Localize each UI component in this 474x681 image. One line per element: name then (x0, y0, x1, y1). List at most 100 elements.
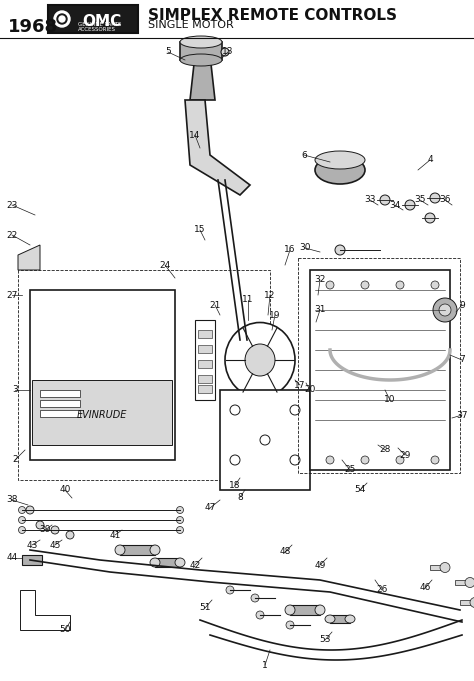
Bar (460, 600, 474, 605)
Text: 30: 30 (299, 244, 311, 253)
Text: 23: 23 (6, 200, 18, 210)
Circle shape (226, 586, 234, 594)
Circle shape (361, 456, 369, 464)
Circle shape (439, 304, 451, 316)
Ellipse shape (345, 615, 355, 623)
Bar (40, 390, 80, 397)
Circle shape (335, 245, 345, 255)
Ellipse shape (285, 605, 295, 615)
Bar (430, 565, 445, 570)
Text: 46: 46 (419, 584, 431, 592)
Circle shape (176, 507, 183, 513)
Bar (155, 558, 180, 567)
Text: 1968: 1968 (8, 18, 58, 36)
Circle shape (440, 563, 450, 573)
Bar (180, 42, 222, 60)
Circle shape (66, 531, 74, 539)
Bar (298, 258, 460, 473)
Ellipse shape (225, 323, 295, 398)
Text: GENUINE PARTS: GENUINE PARTS (78, 22, 121, 27)
Circle shape (290, 455, 300, 465)
Bar (198, 330, 212, 338)
Circle shape (433, 298, 457, 322)
Text: 17: 17 (294, 381, 306, 390)
Circle shape (286, 621, 294, 629)
Text: 53: 53 (319, 635, 331, 644)
Text: 51: 51 (199, 603, 211, 612)
Circle shape (326, 456, 334, 464)
Polygon shape (20, 590, 70, 630)
Bar (22, 555, 42, 565)
Ellipse shape (315, 151, 365, 169)
Text: 50: 50 (59, 626, 71, 635)
Ellipse shape (150, 545, 160, 555)
Circle shape (59, 16, 65, 22)
Ellipse shape (245, 344, 275, 376)
Circle shape (361, 281, 369, 289)
Circle shape (230, 455, 240, 465)
Text: 2: 2 (12, 456, 18, 464)
Bar (455, 580, 470, 585)
Text: 40: 40 (59, 486, 71, 494)
Circle shape (465, 577, 474, 588)
Circle shape (251, 594, 259, 602)
Polygon shape (18, 245, 40, 270)
Text: 54: 54 (354, 486, 365, 494)
Text: 34: 34 (389, 200, 401, 210)
Text: 28: 28 (379, 445, 391, 454)
Text: 18: 18 (229, 481, 241, 490)
Text: 11: 11 (242, 296, 254, 304)
Bar (198, 345, 212, 353)
Text: 10: 10 (384, 396, 396, 405)
Text: 21: 21 (210, 300, 221, 309)
Text: SIMPLEX REMOTE CONTROLS: SIMPLEX REMOTE CONTROLS (148, 8, 397, 23)
Circle shape (380, 195, 390, 205)
Text: 32: 32 (314, 276, 326, 285)
Text: 19: 19 (269, 311, 281, 319)
Text: 14: 14 (189, 131, 201, 140)
Text: 7: 7 (459, 355, 465, 364)
Text: 16: 16 (284, 245, 296, 255)
Circle shape (431, 281, 439, 289)
Bar (48, 5, 138, 33)
Text: 45: 45 (49, 541, 61, 550)
Polygon shape (32, 380, 172, 445)
Circle shape (431, 456, 439, 464)
Text: 27: 27 (6, 291, 18, 300)
Text: 49: 49 (314, 560, 326, 569)
Text: 31: 31 (314, 306, 326, 315)
Text: 6: 6 (301, 151, 307, 159)
Bar (195, 320, 215, 400)
Text: 43: 43 (27, 541, 38, 550)
Ellipse shape (315, 156, 365, 184)
Ellipse shape (180, 36, 222, 48)
Text: 22: 22 (6, 230, 18, 240)
Text: OMC: OMC (82, 14, 121, 29)
Text: 9: 9 (459, 300, 465, 309)
Ellipse shape (325, 615, 335, 623)
Text: 38: 38 (6, 496, 18, 505)
Polygon shape (190, 55, 215, 100)
Circle shape (470, 597, 474, 607)
Circle shape (54, 11, 70, 27)
Text: 47: 47 (204, 503, 216, 513)
Text: 12: 12 (264, 291, 276, 300)
Circle shape (176, 516, 183, 524)
Text: 42: 42 (190, 560, 201, 569)
Polygon shape (220, 390, 310, 490)
Circle shape (18, 516, 26, 524)
Text: 5: 5 (165, 48, 171, 57)
Text: 39: 39 (39, 526, 51, 535)
Text: 37: 37 (456, 411, 468, 419)
Bar (40, 410, 80, 417)
Text: 4: 4 (427, 155, 433, 165)
Circle shape (221, 48, 229, 56)
Text: 36: 36 (439, 195, 451, 204)
Circle shape (36, 521, 44, 529)
Circle shape (326, 281, 334, 289)
Circle shape (18, 507, 26, 513)
Text: 33: 33 (364, 195, 376, 204)
Polygon shape (185, 100, 250, 195)
Text: 8: 8 (237, 492, 243, 501)
Circle shape (260, 435, 270, 445)
